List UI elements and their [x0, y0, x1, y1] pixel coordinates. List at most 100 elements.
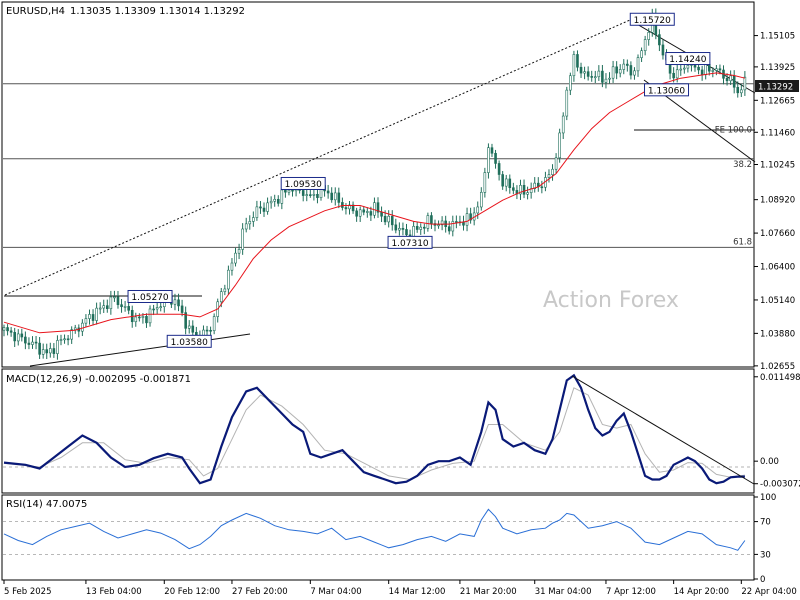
candle-body: [579, 66, 583, 74]
candle-body: [490, 147, 494, 154]
price-annotation: 1.15720: [629, 12, 675, 26]
price-annotation-label: 1.05270: [131, 293, 168, 303]
x-tick-label: 7 Apr 12:00: [606, 587, 656, 597]
candle-body: [102, 305, 106, 309]
candle-body: [301, 190, 305, 196]
candle-body: [309, 194, 312, 196]
price-annotation-label: 1.09530: [285, 180, 322, 190]
rsi-title: RSI(14) 47.0075: [6, 499, 87, 510]
time-x-axis: 5 Feb 2025 13 Feb 04:00 20 Feb 12:00 27 Feb…: [3, 580, 797, 597]
candle-body: [259, 206, 262, 209]
candle-body: [209, 329, 212, 332]
price-annotation-box: [665, 52, 711, 66]
rsi-tick-label: 100: [760, 493, 776, 503]
price-annotation: 1.14240: [665, 52, 711, 66]
candle-body: [398, 228, 401, 231]
candle-body: [91, 314, 95, 321]
candle-body: [180, 305, 184, 313]
candle-body: [483, 172, 487, 193]
price-tick-label: 1.02655: [760, 362, 795, 372]
rsi-panel[interactable]: RSI(14) 47.0075 100 70 30 0: [1, 493, 776, 585]
candle-body: [366, 211, 369, 213]
moving-average-line: [3, 72, 746, 334]
rsi-line: [3, 508, 746, 551]
rsi-tick-label: 30: [760, 550, 771, 560]
candle-body: [697, 66, 700, 71]
candle-body: [109, 296, 113, 309]
candle-body: [348, 204, 351, 210]
candle-body: [52, 348, 56, 354]
candle-body: [583, 71, 586, 74]
candle-body: [626, 63, 629, 66]
candle-body: [415, 226, 419, 230]
candle-body: [248, 221, 252, 225]
candle-body: [508, 178, 512, 189]
candle-body: [455, 221, 458, 223]
price-annotation-label: 1.15720: [634, 16, 671, 26]
candle-body: [63, 338, 66, 341]
candle-body: [316, 193, 319, 198]
candle-body: [105, 305, 109, 309]
candle-body: [622, 63, 626, 70]
candle-body: [497, 163, 501, 175]
candle-body: [405, 229, 408, 236]
macd-panel[interactable]: MACD(12,26,9) -0.002095 -0.001871 0.0114…: [1, 368, 800, 494]
price-annotation-box: [280, 176, 326, 190]
candle-body: [387, 215, 390, 223]
candle-body: [269, 200, 273, 204]
candle-body: [212, 316, 216, 331]
x-tick-label: 31 Mar 04:00: [535, 587, 592, 597]
fib-label: 38.2: [733, 160, 752, 170]
candle-body: [569, 75, 572, 91]
candle-body: [675, 69, 679, 79]
candle-body: [155, 307, 159, 310]
price-annotation-label: 1.13060: [648, 86, 685, 96]
candle-body: [437, 224, 440, 227]
candle-body: [469, 213, 472, 221]
candle-body: [586, 71, 590, 77]
candle-body: [13, 332, 16, 342]
candle-body: [533, 182, 537, 189]
candle-body: [9, 330, 13, 333]
candle-body: [718, 68, 722, 71]
candle-body: [88, 314, 91, 319]
candle-body: [312, 193, 316, 196]
lower-support-line: [29, 333, 251, 367]
candle-body: [113, 296, 116, 299]
candle-body: [219, 291, 223, 303]
price-annotations: 1.15720 1.14240 1.13060 1.09530 1.07310 1.052…: [127, 12, 711, 348]
candle-body: [643, 39, 647, 52]
candle-body: [501, 174, 504, 187]
price-tick-label: 1.06400: [760, 263, 795, 273]
candle-body: [504, 178, 508, 187]
candle-body: [362, 209, 366, 213]
candle-body: [59, 339, 63, 341]
candle-body: [383, 215, 387, 223]
candle-body: [230, 262, 234, 271]
candle-body: [45, 349, 49, 354]
candle-body: [640, 50, 643, 58]
macd-tick-label: 0.011498: [760, 373, 800, 383]
candle-body: [547, 174, 551, 178]
price-tick-label: 1.05140: [760, 296, 795, 306]
fib-labels: FE 100.0 38.2: [715, 126, 752, 170]
candle-body: [686, 65, 690, 69]
candle-body: [98, 307, 102, 310]
x-tick-label: 27 Feb 20:00: [232, 587, 288, 597]
candle-body: [526, 192, 529, 195]
candle-body: [266, 202, 269, 212]
candle-body: [683, 67, 686, 70]
price-panel[interactable]: 61.8 FE 100.038.2 1.157201.142401.130601…: [1, 1, 799, 372]
rsi-tick-label: 0: [760, 575, 765, 585]
candle-body: [554, 157, 558, 170]
price-annotation-box: [166, 334, 212, 348]
fib-label: FE 100.0: [715, 126, 752, 136]
candle-body: [661, 44, 665, 56]
watermark: Action Forex: [543, 288, 679, 313]
candle-body: [2, 327, 6, 331]
candle-body: [426, 215, 430, 229]
candle-body: [636, 57, 640, 72]
candle-body: [376, 202, 380, 213]
candle-body: [629, 65, 633, 76]
